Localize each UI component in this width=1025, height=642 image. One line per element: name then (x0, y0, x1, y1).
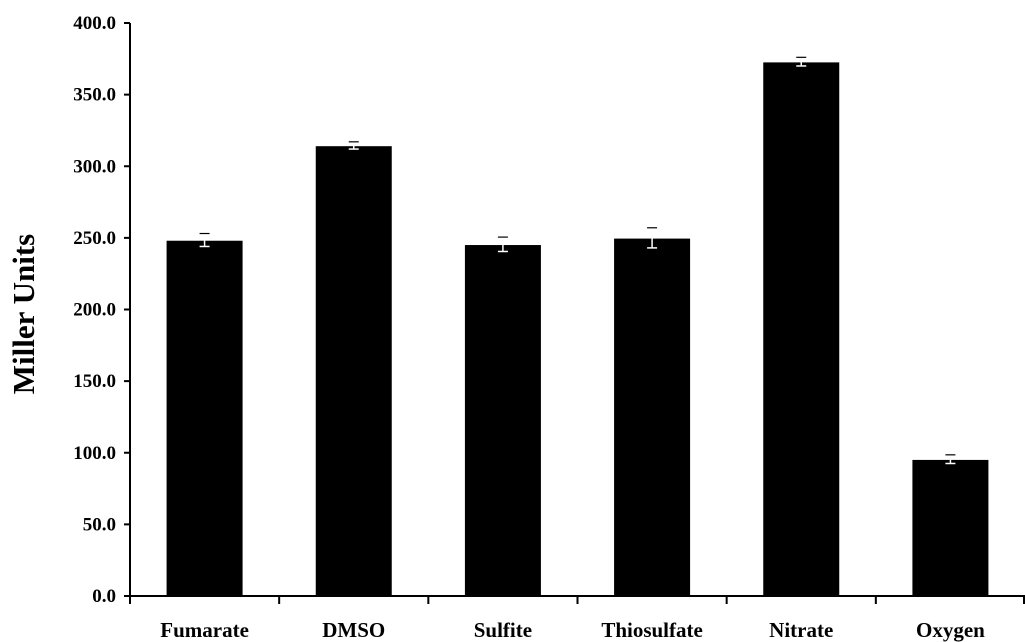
y-tick-label: 250.0 (73, 228, 116, 249)
category-label-sulfite: Sulfite (474, 618, 532, 642)
y-tick-label: 50.0 (83, 514, 116, 535)
x-axis-ticks (129, 596, 1025, 604)
y-tick-label: 100.0 (73, 443, 116, 464)
error-bar-sulfite (497, 236, 508, 253)
bar-sulfite (464, 245, 541, 596)
bars (166, 62, 989, 597)
bar-thiosulfate (614, 238, 691, 596)
y-tick-label: 350.0 (73, 85, 116, 106)
error-bars (199, 56, 956, 465)
category-labels: Fumarate DMSO Sulfite Thiosulfate Nitrate Oxy… (160, 618, 985, 642)
error-bar-fumarate (199, 232, 210, 248)
y-tick-label: 150.0 (73, 371, 116, 392)
bar-fumarate (166, 240, 243, 597)
y-tick-label: 0.0 (92, 586, 116, 607)
error-bar-oxygen (945, 454, 956, 465)
error-bar-nitrate (796, 56, 807, 67)
category-label-dmso: DMSO (322, 618, 385, 642)
category-label-fumarate: Fumarate (160, 618, 249, 642)
category-label-nitrate: Nitrate (769, 618, 833, 642)
bar-oxygen (912, 459, 989, 596)
error-bar-thiosulfate (647, 227, 658, 249)
error-bar-dmso (348, 141, 359, 150)
y-axis-title: Miller Units (6, 234, 41, 394)
y-axis-ticks: 0.0 50.0 100.0 150.0 200.0 250.0 300.0 350.0 400… (73, 13, 130, 607)
y-tick-label: 200.0 (73, 300, 116, 321)
bar-nitrate (763, 62, 840, 597)
y-tick-label: 400.0 (73, 13, 116, 34)
category-label-oxygen: Oxygen (916, 618, 985, 642)
bar-dmso (315, 146, 392, 596)
y-tick-label: 300.0 (73, 156, 116, 177)
category-label-thiosulfate: Thiosulfate (601, 618, 703, 642)
